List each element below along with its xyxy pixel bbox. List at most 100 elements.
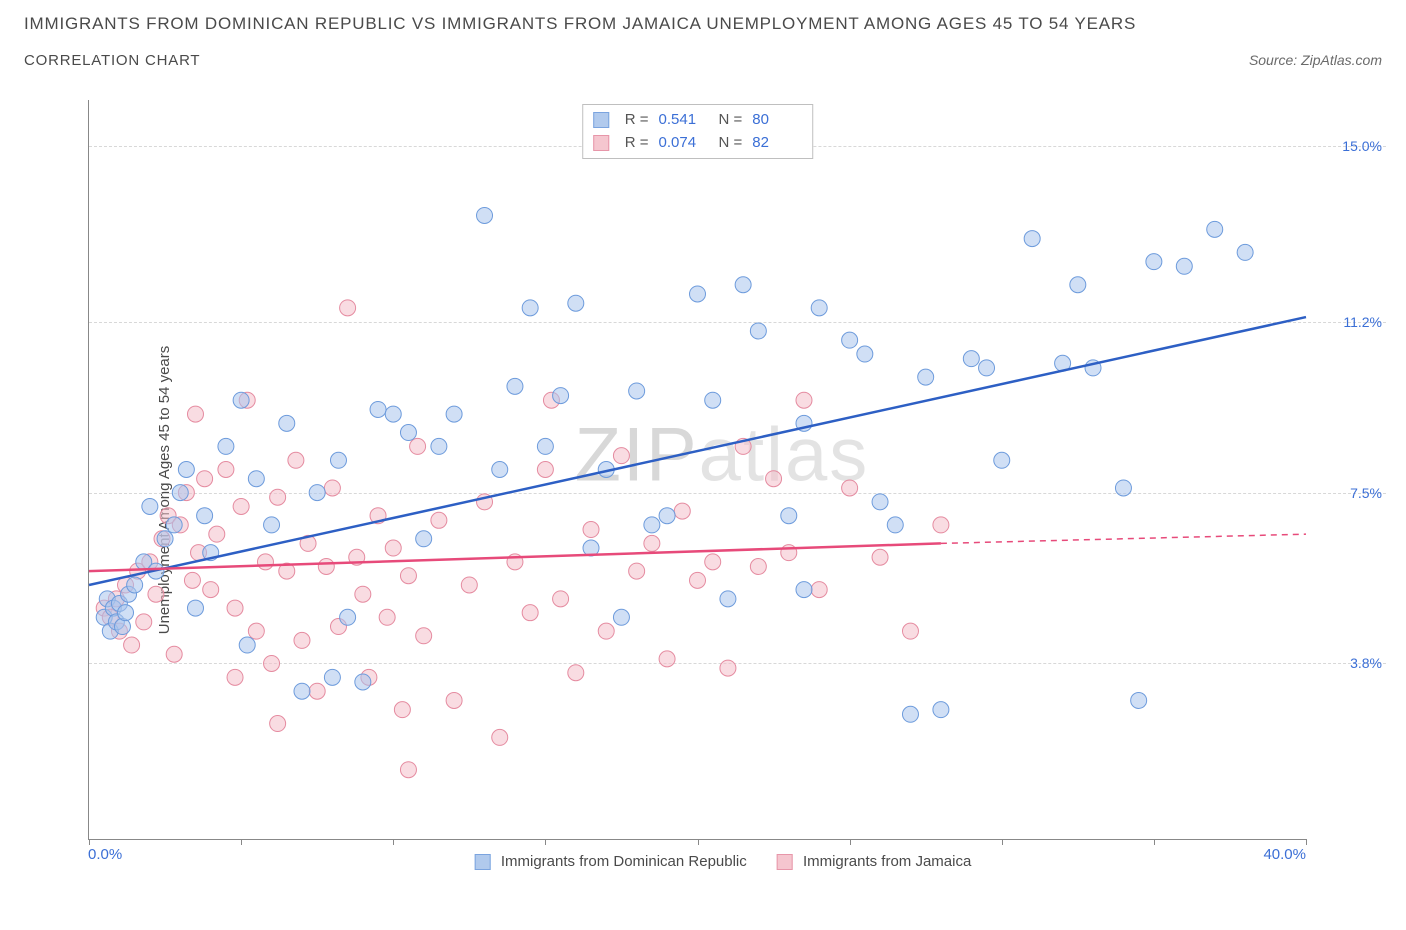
scatter-point — [379, 609, 395, 625]
scatter-point — [410, 438, 426, 454]
scatter-point — [209, 526, 225, 542]
scatter-point — [750, 323, 766, 339]
scatter-point — [963, 351, 979, 367]
scatter-point — [416, 531, 432, 547]
scatter-point — [157, 531, 173, 547]
y-tick-label: 15.0% — [1312, 138, 1382, 154]
scatter-point — [933, 517, 949, 533]
swatch-icon — [777, 854, 793, 870]
scatter-point — [842, 332, 858, 348]
x-tick — [1002, 839, 1003, 845]
swatch-icon — [475, 854, 491, 870]
scatter-point — [598, 623, 614, 639]
scatter-point — [324, 669, 340, 685]
scatter-point — [872, 549, 888, 565]
scatter-point — [248, 471, 264, 487]
scatter-point — [127, 577, 143, 593]
scatter-point — [902, 623, 918, 639]
scatter-point — [522, 300, 538, 316]
x-tick — [393, 839, 394, 845]
x-tick — [850, 839, 851, 845]
scatter-point — [400, 568, 416, 584]
scatter-point — [659, 508, 675, 524]
source-label: Source: ZipAtlas.com — [1249, 52, 1382, 68]
scatter-point — [994, 452, 1010, 468]
scatter-point — [1146, 254, 1162, 270]
scatter-point — [114, 619, 130, 635]
scatter-point — [172, 485, 188, 501]
scatter-point — [270, 716, 286, 732]
scatter-point — [766, 471, 782, 487]
scatter-point — [568, 665, 584, 681]
scatter-point — [705, 554, 721, 570]
scatter-point — [197, 471, 213, 487]
r-value-b: 0.074 — [659, 132, 709, 155]
scatter-point — [1115, 480, 1131, 496]
scatter-point — [309, 683, 325, 699]
r-value-a: 0.541 — [659, 109, 709, 132]
scatter-point — [1176, 258, 1192, 274]
scatter-point — [400, 425, 416, 441]
scatter-point — [187, 600, 203, 616]
scatter-point — [233, 392, 249, 408]
scatter-point — [1237, 244, 1253, 260]
scatter-point — [355, 586, 371, 602]
x-tick — [89, 839, 90, 845]
scatter-point — [385, 540, 401, 556]
scatter-point — [318, 558, 334, 574]
y-tick-label: 11.2% — [1312, 314, 1382, 330]
scatter-point — [705, 392, 721, 408]
scatter-point — [811, 300, 827, 316]
scatter-point — [720, 660, 736, 676]
scatter-point — [857, 346, 873, 362]
scatter-point — [613, 448, 629, 464]
scatter-point — [872, 494, 888, 510]
scatter-point — [184, 572, 200, 588]
scatter-point — [613, 609, 629, 625]
scatter-point — [394, 702, 410, 718]
scatter-point — [507, 378, 523, 394]
scatter-point — [233, 498, 249, 514]
scatter-point — [227, 600, 243, 616]
scatter-point — [1070, 277, 1086, 293]
scatter-point — [644, 517, 660, 533]
scatter-point — [279, 415, 295, 431]
scatter-point — [197, 508, 213, 524]
x-tick — [241, 839, 242, 845]
scatter-point — [492, 729, 508, 745]
scatter-point — [431, 438, 447, 454]
scatter-point — [781, 508, 797, 524]
scatter-point — [239, 637, 255, 653]
x-tick — [545, 839, 546, 845]
scatter-point — [659, 651, 675, 667]
y-tick-label: 3.8% — [1312, 655, 1382, 671]
scatter-point — [674, 503, 690, 519]
scatter-point — [294, 683, 310, 699]
series-legend: Immigrants from Dominican Republic Immig… — [475, 853, 972, 870]
scatter-point — [918, 369, 934, 385]
scatter-point — [227, 669, 243, 685]
scatter-point — [735, 277, 751, 293]
scatter-point — [142, 498, 158, 514]
x-tick — [698, 839, 699, 845]
scatter-point — [218, 462, 234, 478]
scatter-point — [553, 388, 569, 404]
legend-swatch-a — [593, 112, 609, 128]
x-tick — [1154, 839, 1155, 845]
scatter-point — [400, 762, 416, 778]
scatter-point — [690, 286, 706, 302]
scatter-point — [690, 572, 706, 588]
scatter-point — [294, 632, 310, 648]
chart-title: IMMIGRANTS FROM DOMINICAN REPUBLIC VS IM… — [24, 14, 1382, 34]
scatter-point — [842, 480, 858, 496]
legend-item-b: Immigrants from Jamaica — [777, 853, 972, 870]
chart-area: Unemployment Among Ages 45 to 54 years Z… — [60, 100, 1386, 880]
scatter-point — [264, 655, 280, 671]
legend-swatch-b — [593, 135, 609, 151]
scatter-point — [477, 207, 493, 223]
scatter-point — [933, 702, 949, 718]
scatter-point — [902, 706, 918, 722]
scatter-point — [629, 563, 645, 579]
scatter-point — [446, 406, 462, 422]
scatter-point — [553, 591, 569, 607]
